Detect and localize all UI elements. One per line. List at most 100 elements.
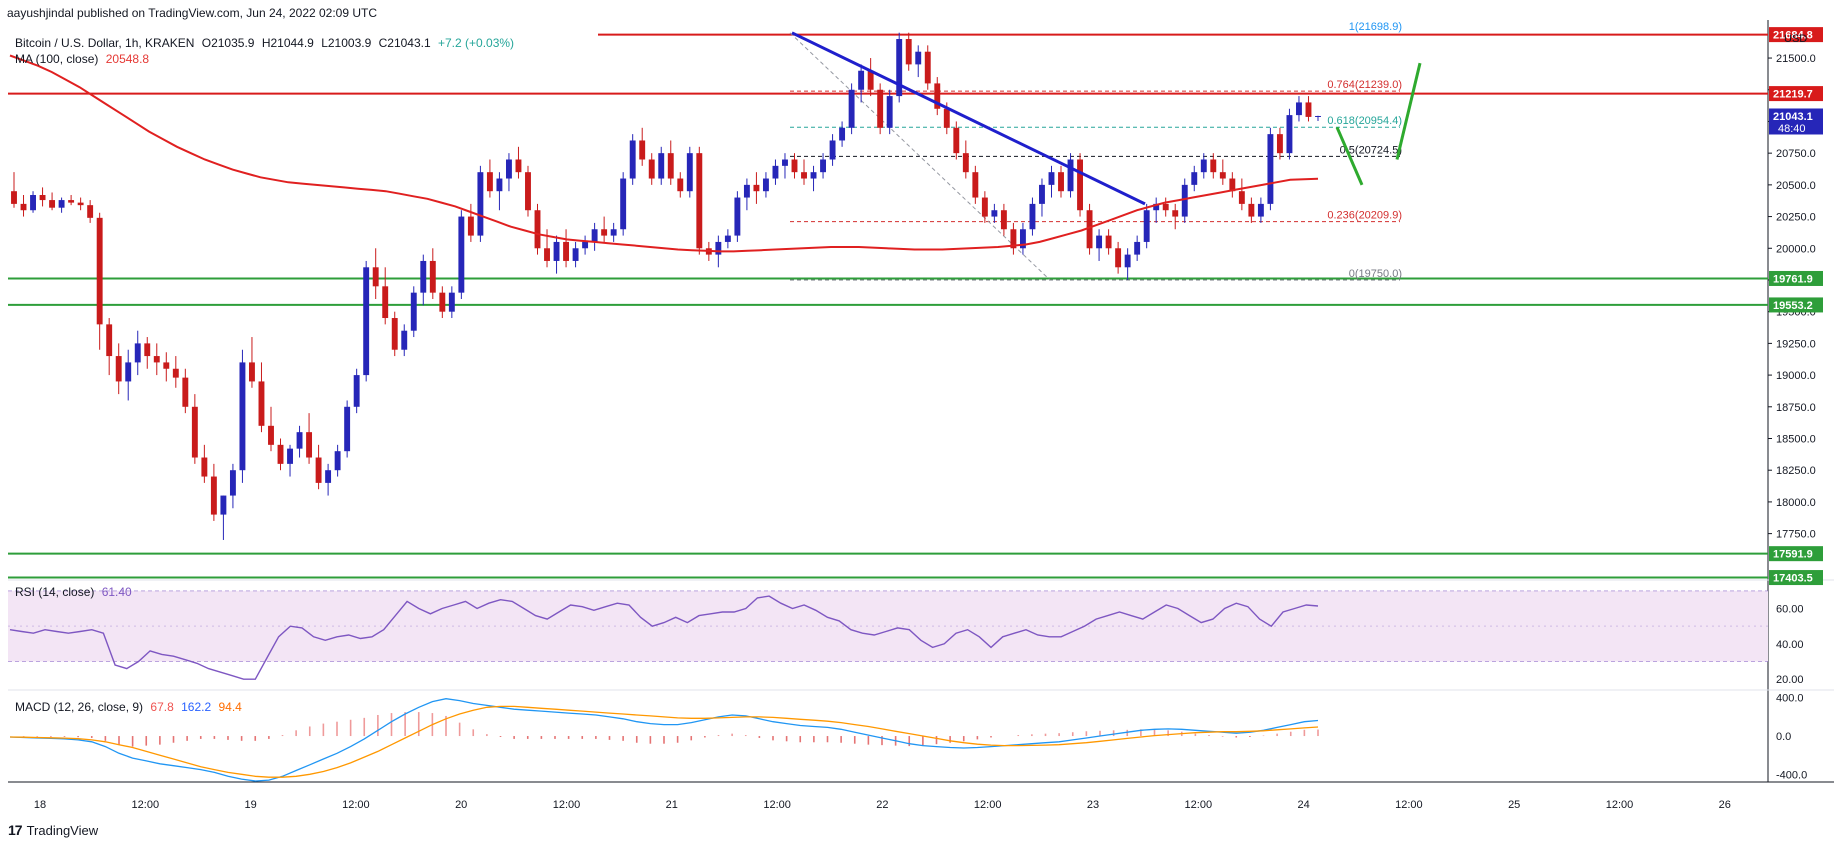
candle-body [1286,115,1293,154]
candle-body [410,292,417,331]
candle-body [306,432,313,458]
price-axis-badge [1769,546,1823,562]
macd-value-macd: 162.2 [181,700,212,714]
ohlc-change: +7.2 (+0.03%) [438,36,515,50]
projection-up [1395,62,1422,160]
candle-body [620,178,627,230]
ohlc-high: H21044.9 [261,36,314,50]
candle-body [782,159,788,166]
ma-legend[interactable]: MA (100, close) 20548.8 [15,52,153,66]
candle-body [1153,203,1160,211]
time-tick-label: 12:00 [342,799,370,811]
price-tick-label: 18750.0 [1776,402,1816,414]
candle-body [1115,248,1122,268]
candle-body [125,362,132,382]
candle-body [1039,184,1045,204]
candle-body [820,159,827,173]
candle-body [229,470,236,496]
candle-body [382,286,389,319]
candle-body [144,343,151,357]
candle-body [839,127,846,141]
candle-body [591,229,598,242]
candle-body [115,356,122,382]
ma-line [9,54,1319,253]
rsi-legend[interactable]: RSI (14, close) 61.40 [15,585,136,599]
macd-label: MACD (12, 26, close, 9) [15,700,144,714]
candle-body [772,165,779,179]
candle-body [810,172,817,179]
price-tick-label: 19250.0 [1776,338,1816,350]
candle-body [258,381,265,426]
candle-body [1077,159,1083,211]
candle-body [867,70,874,90]
candle-body [467,216,474,236]
candle-body [924,51,931,84]
candle-body [315,457,322,483]
tradingview-logo[interactable]: 17 TradingView [8,822,98,838]
candle-body [1305,102,1312,117]
candle-body [372,267,379,287]
candle-body [1162,203,1169,211]
time-tick-label: 12:00 [1395,799,1423,811]
candle-body [648,159,655,179]
candle-body [1200,159,1207,173]
candle-body [1238,191,1245,204]
time-tick-label: 12:00 [132,799,160,811]
candle-body [886,96,893,128]
candle-body [334,451,341,471]
trend-line [791,31,1146,206]
price-axis-badge [1769,297,1823,313]
rsi-line [9,595,1319,680]
candle-body [87,205,94,218]
candle-body [1219,172,1226,179]
price-tick-label: 20500.0 [1776,180,1816,192]
fib-level-label: 0.764(21239.0) [1327,79,1402,91]
candle-body [1048,172,1055,185]
candle-body [391,318,398,350]
candle-body [658,153,665,179]
price-axis-badge [1769,86,1823,102]
candle-body [249,362,255,382]
candle-body [325,470,332,483]
attribution-text: aayushjindal published on TradingView.co… [7,6,378,20]
candle-body [268,425,274,445]
currency-label: USD [1784,33,1808,45]
candle-body [934,83,941,109]
macd-legend[interactable]: MACD (12, 26, close, 9) 67.8 162.2 94.4 [15,700,246,714]
fib-level-label: 0.236(20209.9) [1327,210,1402,222]
candle-body [1248,203,1255,217]
candle-body [962,153,969,173]
candle-body [667,153,674,179]
candle-body [420,260,427,293]
price-axis-badge-text: 21219.7 [1773,89,1813,101]
candle-body [210,476,217,515]
price-tick-label: 18500.0 [1776,434,1816,446]
candle-body [439,292,446,312]
candle-body [77,202,84,206]
time-tick-label: 12:00 [974,799,1002,811]
candle-body [1096,235,1103,249]
candle-body [239,362,246,471]
ma-value: 20548.8 [105,52,150,66]
candle-body [801,172,807,179]
candle-countdown: 48:40 [1778,123,1806,135]
macd-value-signal: 94.4 [218,700,242,714]
macd-tick-label: 0.0 [1776,731,1791,743]
candle-body [553,241,560,261]
candle-body [1210,159,1217,173]
time-tick-label: 12:00 [763,799,791,811]
candle-body [448,292,455,312]
tradingview-brand: TradingView [26,822,99,838]
candle-body [1000,210,1007,230]
time-tick-label: 12:00 [1606,799,1634,811]
time-tick-label: 26 [1719,799,1731,811]
candle-body [1315,115,1321,117]
candle-body [220,495,227,515]
candle-body [153,356,160,363]
price-axis-badge [1769,27,1823,43]
macd-tick-label: -400.0 [1776,769,1807,781]
candle-body [734,197,741,236]
fib-diagonal [789,32,1051,281]
candle-body [486,172,493,192]
